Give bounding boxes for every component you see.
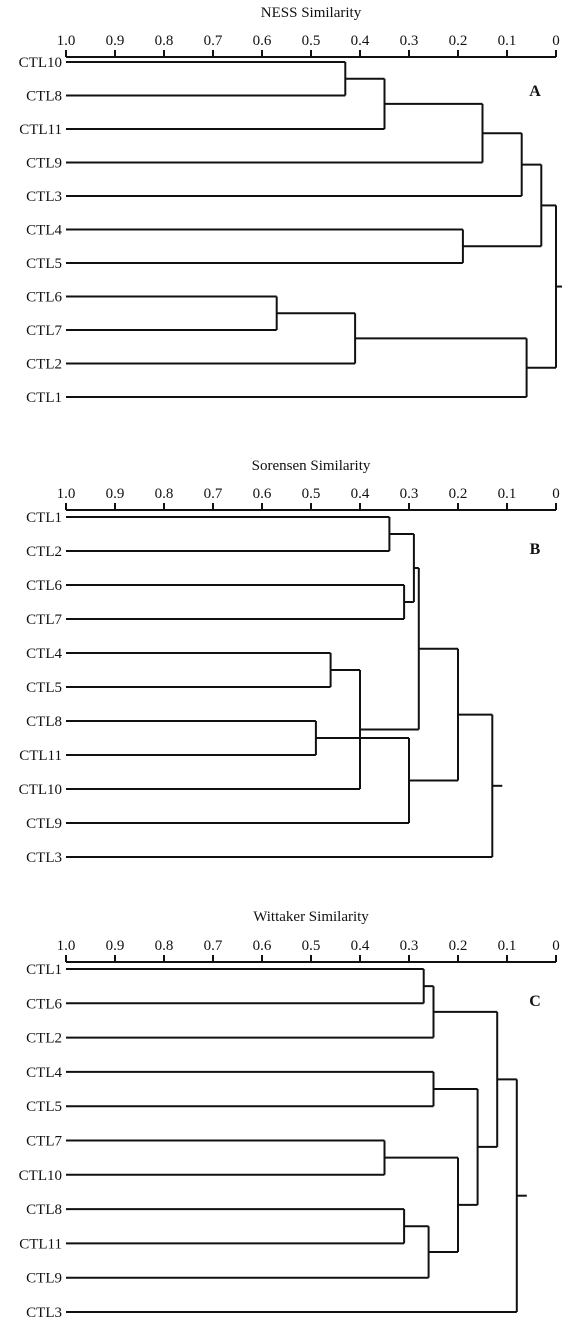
axis-tick-label: 0.3: [400, 33, 419, 49]
leaf-label: CTL2: [26, 1031, 62, 1047]
panel-c-title: Wittaker Similarity: [253, 909, 369, 925]
leaf-label: CTL3: [26, 189, 62, 205]
leaf-label: CTL5: [26, 1099, 62, 1115]
panel-b-leaf-labels: CTL1 CTL2 CTL6 CTL7 CTL4 CTL5 CTL8 CTL11 CTL10 CT…: [19, 510, 63, 866]
panel-c-leaf-labels: CTL1 CTL6 CTL2 CTL4 CTL5 CTL7 CTL10 CTL8 CTL11 CT…: [19, 962, 63, 1321]
leaf-label: CTL8: [26, 1202, 62, 1218]
axis-tick-label: 0: [552, 33, 560, 49]
panel-a-title: NESS Similarity: [261, 5, 362, 21]
axis-tick-label: 1.0: [57, 938, 76, 954]
panel-a: NESS Similarity 1.0 0.9 0.8 0.7 0.6 0.5 0.4 0.3…: [19, 5, 562, 406]
axis-tick-label: 0.9: [106, 33, 125, 49]
leaf-label: CTL2: [26, 544, 62, 560]
axis-tick-label: 0: [552, 938, 560, 954]
panel-a-leaf-labels: CTL10 CTL8 CTL11 CTL9 CTL3 CTL4 CTL5 CTL6 CTL7 CT…: [19, 55, 63, 406]
panel-c-tree: [66, 968, 527, 1313]
axis-tick-label: 0.2: [449, 33, 468, 49]
leaf-label: CTL9: [26, 816, 62, 832]
leaf-label: CTL1: [26, 390, 62, 406]
leaf-label: CTL4: [26, 1065, 62, 1081]
axis-tick-label: 0.6: [253, 486, 272, 502]
panel-b-title: Sorensen Similarity: [252, 458, 371, 474]
panel-a-label: A: [529, 83, 541, 100]
panel-b-tree: [66, 516, 503, 858]
leaf-label: CTL5: [26, 680, 62, 696]
axis-tick-label: 0.8: [155, 486, 174, 502]
axis-tick-label: 0.9: [106, 938, 125, 954]
panel-b: Sorensen Similarity 1.0 0.9 0.8 0.7 0.6 0.5 0.…: [19, 458, 560, 866]
leaf-label: CTL11: [19, 748, 62, 764]
leaf-label: CTL10: [19, 55, 62, 71]
leaf-label: CTL5: [26, 256, 62, 272]
axis-tick-label: 0.5: [302, 938, 321, 954]
axis-tick-label: 0.3: [400, 938, 419, 954]
leaf-label: CTL10: [19, 782, 62, 798]
leaf-label: CTL11: [19, 122, 62, 138]
axis-tick-label: 0.6: [253, 33, 272, 49]
leaf-label: CTL4: [26, 223, 62, 239]
axis-tick-label: 0.2: [449, 938, 468, 954]
axis-tick-label: 0.9: [106, 486, 125, 502]
panel-c-axis: 1.0 0.9 0.8 0.7 0.6 0.5 0.4 0.3 0.2 0.1 0: [57, 938, 560, 963]
leaf-label: CTL2: [26, 357, 62, 373]
panel-b-label: B: [530, 541, 541, 558]
panel-c: Wittaker Similarity 1.0 0.9 0.8 0.7 0.6 0.5 0.…: [19, 909, 560, 1321]
axis-tick-label: 0.2: [449, 486, 468, 502]
leaf-label: CTL7: [26, 612, 62, 628]
axis-tick-label: 0.1: [498, 486, 517, 502]
leaf-label: CTL9: [26, 1271, 62, 1287]
leaf-label: CTL1: [26, 510, 62, 526]
axis-tick-label: 0.7: [204, 33, 223, 49]
leaf-label: CTL6: [26, 290, 62, 306]
axis-tick-label: 0: [552, 486, 560, 502]
axis-tick-label: 0.5: [302, 33, 321, 49]
leaf-label: CTL3: [26, 850, 62, 866]
axis-tick-label: 0.1: [498, 938, 517, 954]
axis-tick-label: 1.0: [57, 33, 76, 49]
axis-tick-label: 0.7: [204, 938, 223, 954]
axis-tick-label: 0.4: [351, 486, 370, 502]
axis-tick-label: 0.7: [204, 486, 223, 502]
leaf-label: CTL6: [26, 578, 62, 594]
axis-tick-label: 0.4: [351, 33, 370, 49]
leaf-label: CTL11: [19, 1236, 62, 1252]
panel-c-label: C: [529, 993, 541, 1010]
leaf-label: CTL7: [26, 1134, 62, 1150]
panel-b-axis: 1.0 0.9 0.8 0.7 0.6 0.5 0.4 0.3 0.2 0.1 0: [57, 486, 560, 511]
leaf-label: CTL4: [26, 646, 62, 662]
axis-tick-label: 0.8: [155, 938, 174, 954]
axis-tick-label: 0.6: [253, 938, 272, 954]
leaf-label: CTL6: [26, 996, 62, 1012]
axis-tick-label: 0.4: [351, 938, 370, 954]
leaf-label: CTL8: [26, 714, 62, 730]
panel-a-tree: [66, 61, 562, 398]
axis-tick-label: 0.8: [155, 33, 174, 49]
panel-a-axis: 1.0 0.9 0.8 0.7 0.6 0.5 0.4 0.3 0.2 0.1 0: [57, 33, 560, 58]
axis-tick-label: 0.1: [498, 33, 517, 49]
axis-tick-label: 0.5: [302, 486, 321, 502]
leaf-label: CTL7: [26, 323, 62, 339]
leaf-label: CTL9: [26, 156, 62, 172]
axis-tick-label: 1.0: [57, 486, 76, 502]
leaf-label: CTL10: [19, 1168, 62, 1184]
leaf-label: CTL1: [26, 962, 62, 978]
leaf-label: CTL3: [26, 1305, 62, 1321]
leaf-label: CTL8: [26, 89, 62, 105]
axis-tick-label: 0.3: [400, 486, 419, 502]
